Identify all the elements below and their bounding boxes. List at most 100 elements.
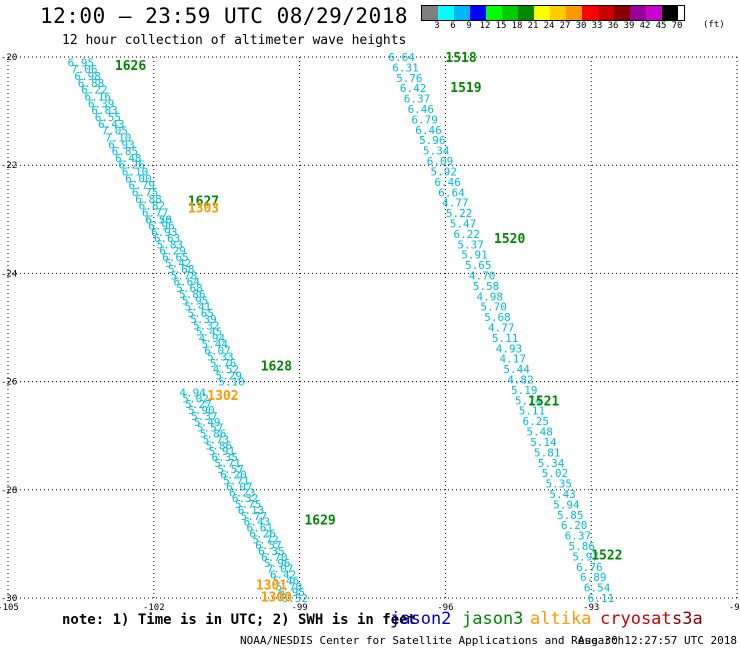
color-swatch [662, 6, 678, 20]
pass-number-label: 1301 [256, 578, 287, 593]
axis-ticks: -105 -102 -99 -96 -93 -90 -20 -22 -24 -26 -28 -30 [0, 53, 740, 613]
swh-value: 7.05 [101, 125, 128, 138]
color-swatch [470, 6, 486, 20]
color-swatch [534, 6, 550, 20]
swh-value: 6.64 [388, 51, 415, 64]
legend-s3a: s3a [672, 609, 703, 629]
color-scale-label: 24 [543, 21, 555, 31]
swh-value: 4.52 [213, 363, 240, 376]
swh-value: 5.96 [419, 134, 446, 147]
lat-tick-label: -28 [1, 486, 17, 496]
map-subtitle: 12 hour collection of altimeter wave hei… [62, 33, 407, 48]
swh-value: 6.09 [427, 155, 454, 168]
lat-tick-label: -24 [1, 269, 17, 279]
swh-value: 5.11 [492, 332, 519, 345]
swh-value: 6.85 [112, 145, 139, 158]
swh-value: 6.46 [434, 176, 461, 189]
swh-value: 6.93 [108, 138, 135, 151]
color-scale-label: 12 [479, 21, 491, 31]
color-scale-label: 9 [466, 21, 472, 31]
pass-number-label: 1627 [188, 194, 219, 209]
swh-value: 6.07 [226, 480, 253, 493]
swh-value: 6.93 [151, 226, 178, 239]
swh-value: 6.83 [91, 104, 118, 117]
swh-value: 5.91 [209, 445, 236, 458]
swh-value: 6.39 [88, 97, 115, 110]
swh-value: 4.70 [469, 269, 496, 282]
color-scale-label: 15 [495, 21, 507, 31]
swh-value: 6.20 [561, 519, 588, 532]
color-scale-label: 21 [527, 21, 539, 31]
swh-value: 5.44 [201, 338, 228, 351]
swh-value: 5.97 [572, 550, 599, 563]
pass-number-label: 1521 [528, 395, 559, 410]
color-swatch [582, 6, 598, 20]
color-scale-label: 33 [591, 21, 603, 31]
color-scale-label: 36 [607, 21, 619, 31]
swh-value: 5.75 [235, 498, 262, 511]
color-swatch [598, 6, 614, 20]
footer-note: note: 1) Time is in UTC; 2) SWH is in fe… [62, 612, 417, 628]
swh-value: 5.86 [200, 428, 227, 441]
swh-value: 5.14 [530, 436, 557, 449]
color-swatch [614, 6, 630, 20]
swh-value: 5.32 [193, 319, 220, 332]
swh-value: 5.47 [450, 217, 477, 230]
lat-tick-label: -20 [1, 53, 17, 63]
color-swatch [518, 6, 534, 20]
swh-value: 5.71 [223, 475, 250, 488]
swh-value: 5.68 [176, 282, 203, 295]
swh-value: 6.89 [580, 571, 607, 584]
color-scale-unit: (ft) [703, 20, 725, 30]
swh-value: 5.65 [465, 259, 492, 272]
swh-value: 6.07 [204, 344, 231, 357]
swh-value: 5.65 [187, 307, 214, 320]
color-scale-swatches [421, 5, 685, 21]
swh-value: 6.35 [258, 545, 285, 558]
swh-value: 5.74 [515, 394, 542, 407]
lon-tick-label: -105 [0, 603, 19, 613]
pass-number-label: 1518 [445, 51, 476, 66]
swh-value: 5.34 [538, 457, 565, 470]
swh-value: 5.78 [171, 269, 198, 282]
swh-value: 5.68 [484, 311, 511, 324]
swh-value: 5.57 [197, 422, 224, 435]
swh-value: 6.26 [249, 527, 276, 540]
lon-tick-label: -99 [291, 603, 307, 613]
swh-value: 6.31 [392, 61, 419, 74]
swh-value: 6.95 [279, 586, 306, 599]
swh-value: 6.64 [438, 186, 465, 199]
swh-value: 5.81 [534, 446, 561, 459]
swh-value: 6.22 [454, 228, 481, 241]
swh-value: 6.10 [122, 166, 149, 179]
swh-value: 4.93 [496, 342, 523, 355]
swh-value: 6.22 [81, 84, 108, 97]
swh-value: 6.75 [132, 186, 159, 199]
pass-number-label: 1520 [494, 232, 525, 247]
color-scale-label: 39 [623, 21, 635, 31]
color-scale-label: 6 [450, 21, 456, 31]
swh-value: 6.52 [281, 592, 308, 605]
swh-value: 6.43 [244, 516, 271, 529]
swh-value: 5.02 [542, 467, 569, 480]
swh-value: 6.79 [411, 113, 438, 126]
satellite-tracks: 6.957.066.986.886.226.166.396.836.556.43… [68, 51, 615, 605]
swh-value: 5.92 [431, 165, 458, 178]
swh-value: 6.00 [125, 172, 152, 185]
swh-value: 6.79 [129, 179, 156, 192]
swh-value: 5.72 [252, 533, 279, 546]
swh-value: 5.91 [461, 249, 488, 262]
color-scale-label: 45 [655, 21, 667, 31]
swh-value: 6.82 [139, 200, 166, 213]
legend-altika: altika [530, 609, 592, 629]
color-swatch [502, 6, 518, 20]
swh-value: 5.71 [214, 457, 241, 470]
swh-value: 4.98 [477, 290, 504, 303]
swh-value: 5.44 [503, 363, 530, 376]
swh-value: 6.16 [85, 91, 112, 104]
color-swatch [422, 6, 438, 20]
swh-value: 4.77 [488, 322, 515, 335]
swh-value: 5.77 [241, 510, 268, 523]
swh-value: 5.90 [188, 404, 215, 417]
